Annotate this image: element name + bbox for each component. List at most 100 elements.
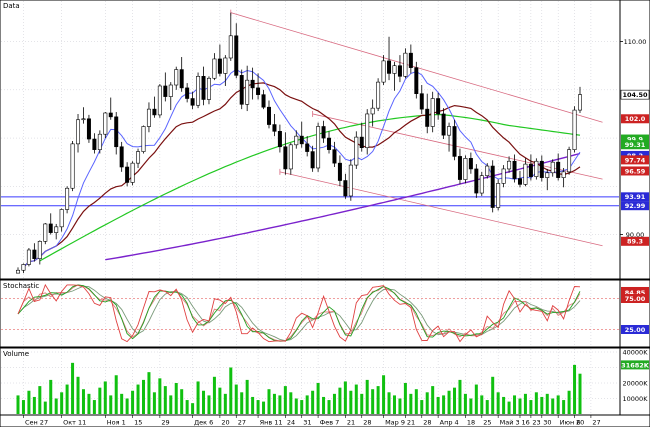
volume-bar — [420, 400, 424, 414]
candle — [272, 113, 277, 137]
candle — [114, 112, 119, 155]
candle-body — [234, 35, 239, 76]
candle-body — [572, 109, 577, 150]
candle-body — [370, 107, 375, 115]
date-tick-label: 25 — [483, 419, 491, 427]
candle — [196, 72, 201, 109]
candle-body — [190, 98, 195, 106]
stochastic-lines — [17, 283, 581, 343]
candle — [523, 158, 528, 187]
candle-body — [70, 143, 75, 189]
ma-long-line — [39, 113, 581, 262]
candle — [48, 213, 53, 235]
candle-body — [436, 98, 441, 115]
candle — [348, 159, 353, 201]
candle-body — [501, 168, 506, 184]
candle — [479, 171, 484, 196]
candle-body — [528, 163, 533, 177]
stochastic-grid — [23, 281, 592, 346]
candle-body — [496, 183, 501, 208]
candle-body — [512, 160, 517, 179]
candle — [354, 131, 359, 169]
date-tick-label: 18 — [467, 419, 475, 427]
date-tick-label: Янв 11 — [260, 419, 283, 427]
candle — [447, 122, 452, 152]
volume-bar — [529, 400, 533, 414]
price-tag-box — [621, 140, 649, 150]
volume-bar — [332, 393, 336, 414]
candle-body — [48, 223, 53, 233]
candle — [136, 148, 141, 168]
volume-bar — [371, 389, 375, 414]
candle — [21, 263, 26, 274]
candle — [261, 89, 266, 110]
date-tick-label: 15 — [134, 419, 142, 427]
candle — [146, 102, 151, 133]
price-tag-label: 104.50 — [622, 91, 648, 99]
candle — [556, 153, 561, 181]
candle-body — [381, 60, 386, 83]
volume-tick-label: 40000K — [623, 348, 649, 356]
volume-bar — [229, 367, 233, 414]
volume-bar — [131, 390, 135, 414]
candle-body — [103, 112, 108, 135]
volume-bar — [496, 392, 500, 414]
date-tick-label: 16 — [521, 419, 529, 427]
candle — [414, 61, 419, 99]
candle-body — [294, 135, 299, 146]
volume-bar — [409, 393, 413, 414]
price-tag: 75.00 — [621, 294, 649, 303]
candle — [43, 222, 48, 245]
volume-bar — [491, 376, 495, 414]
candle — [223, 55, 228, 86]
candle-body — [146, 108, 151, 127]
date-tick-label: 21 — [407, 419, 415, 427]
volume-bar — [125, 398, 129, 414]
volume-bar — [431, 386, 435, 414]
candle-body — [250, 79, 255, 89]
volume-bar — [316, 383, 320, 414]
candle-body — [468, 158, 473, 170]
candle-body — [21, 264, 26, 271]
candle — [157, 84, 162, 118]
price-tag-label: 102.0 — [625, 115, 646, 123]
volume-bar — [365, 379, 369, 414]
candle-body — [217, 58, 222, 74]
candle — [168, 82, 173, 111]
volume-bar — [327, 400, 331, 414]
candle — [26, 248, 31, 267]
candle — [234, 23, 239, 79]
candle-body — [523, 163, 528, 185]
date-tick-label: Фев 7 — [320, 419, 340, 427]
volume-bar — [349, 390, 353, 414]
volume-bar — [202, 390, 206, 414]
volume-bar — [256, 400, 260, 414]
candle — [130, 161, 135, 186]
candle — [239, 69, 244, 110]
volume-bar — [60, 392, 64, 414]
candle-body — [37, 241, 42, 259]
candle — [76, 113, 81, 153]
candle-body — [441, 113, 446, 136]
candlesticks — [16, 12, 582, 274]
candle — [528, 154, 533, 181]
volume-bar — [311, 390, 315, 414]
candle-body — [97, 133, 102, 150]
candle — [550, 159, 555, 177]
price-tag-label: 99.31 — [625, 141, 646, 149]
volume-bar — [174, 383, 178, 414]
volume-bar — [453, 387, 457, 414]
date-tick-label: 28 — [423, 419, 431, 427]
volume-bar — [567, 390, 571, 414]
price-tag-box — [621, 166, 649, 176]
volume-bar — [158, 378, 162, 414]
volume-bar — [212, 376, 216, 414]
price-tag: 104.50 — [620, 89, 650, 100]
price-tag-box — [621, 294, 649, 303]
candle-body — [332, 149, 337, 164]
volume-bar — [163, 386, 167, 414]
volume-bar — [300, 400, 304, 414]
candle — [125, 162, 130, 187]
volume-tick-label: 20000K — [623, 379, 649, 387]
price-tag: 99.31 — [621, 140, 649, 150]
